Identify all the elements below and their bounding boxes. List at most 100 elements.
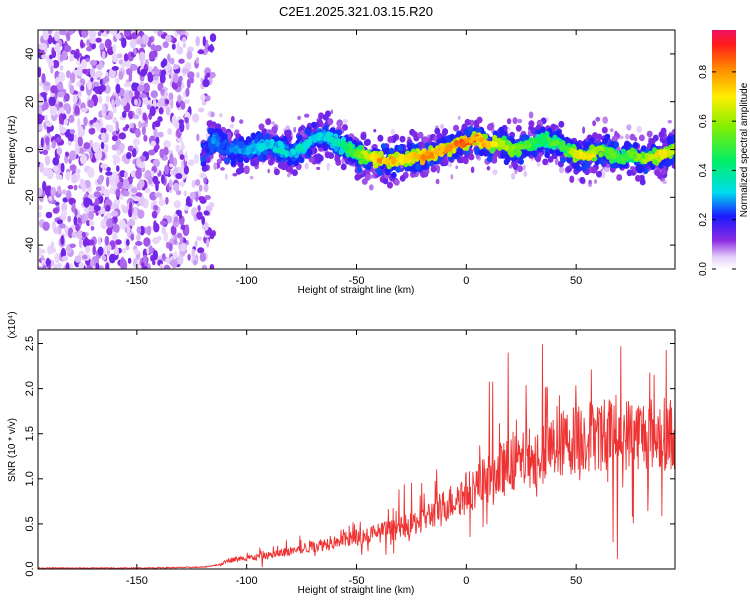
noise-speck — [44, 114, 48, 123]
noise-speck — [183, 165, 189, 175]
noise-speck — [81, 58, 87, 70]
ridge-cell — [453, 124, 459, 132]
noise-speck — [131, 148, 137, 158]
ridge-cell — [393, 179, 400, 186]
ridge-cell — [517, 165, 523, 173]
ridge-cell — [208, 147, 214, 154]
noise-speck — [159, 73, 166, 84]
ridge-cell — [415, 163, 422, 171]
ridge-cell — [237, 161, 244, 169]
noise-speck — [69, 84, 75, 95]
noise-speck — [105, 30, 110, 35]
noise-speck — [43, 81, 51, 87]
noise-speck — [98, 175, 103, 185]
ridge-cell — [468, 138, 474, 144]
noise-speck — [112, 44, 117, 53]
noise-speck — [78, 262, 85, 269]
noise-speck — [157, 116, 163, 123]
noise-speck — [52, 207, 60, 214]
noise-speck — [111, 53, 119, 63]
ridge-cell — [318, 112, 325, 120]
noise-speck — [54, 253, 60, 264]
noise-speck — [146, 245, 150, 255]
noise-speck — [98, 85, 103, 95]
noise-speck — [73, 51, 80, 59]
noise-speck — [79, 154, 88, 165]
noise-speck — [152, 158, 160, 168]
noise-speck — [126, 152, 132, 160]
ridge-cell — [395, 166, 402, 173]
noise-speck — [183, 190, 187, 197]
noise-speck — [594, 179, 597, 184]
noise-speck — [186, 50, 193, 60]
noise-speck — [135, 241, 143, 246]
ridge-cell — [286, 135, 293, 142]
noise-speck — [55, 174, 63, 180]
noise-speck — [59, 223, 66, 229]
noise-speck — [124, 171, 128, 179]
noise-speck — [512, 117, 518, 125]
ridge-cell — [228, 147, 234, 153]
noise-speck — [182, 42, 187, 49]
noise-speck — [150, 140, 157, 147]
noise-speck — [135, 264, 142, 269]
colorbar-tick-label: 0.2 — [698, 212, 709, 226]
noise-speck — [287, 173, 291, 178]
spectrogram-axes: -150 -100 -50 0 50 -40 -20 0 20 40 — [24, 30, 675, 287]
ridge-cell — [649, 137, 656, 145]
noise-speck — [101, 132, 106, 142]
ridge-cell — [354, 174, 361, 181]
noise-speck — [197, 247, 205, 254]
noise-speck — [133, 114, 140, 120]
x-tick-label: -50 — [349, 575, 365, 587]
noise-speck — [89, 150, 93, 160]
ridge-cell — [324, 151, 331, 159]
noise-speck — [440, 123, 445, 130]
noise-speck — [135, 128, 141, 138]
noise-speck — [44, 43, 48, 54]
ridge-cell — [304, 128, 310, 135]
noise-speck — [139, 93, 147, 99]
y-tick-label: 20 — [24, 96, 36, 108]
noise-speck — [101, 103, 106, 114]
ridge-cell — [204, 156, 211, 164]
ridge-cell — [391, 157, 397, 164]
noise-speck — [179, 154, 185, 161]
ridge-cell — [551, 140, 557, 146]
ridge-cell — [284, 150, 290, 156]
noise-speck — [168, 149, 174, 155]
noise-speck — [106, 176, 110, 188]
noise-speck — [67, 140, 72, 146]
noise-speck — [239, 119, 244, 124]
noise-speck — [435, 178, 440, 185]
noise-speck — [47, 30, 53, 35]
noise-speck — [200, 94, 206, 102]
ridge-cell — [587, 154, 593, 160]
noise-speck — [61, 255, 69, 261]
noise-speck — [38, 124, 43, 131]
noise-speck — [194, 240, 198, 248]
ridge-cell — [657, 172, 664, 180]
ridge-cell — [377, 169, 384, 176]
noise-speck — [38, 113, 44, 125]
noise-speck — [588, 179, 592, 185]
ridge-cell — [528, 120, 535, 128]
y-tick-label: 40 — [24, 48, 36, 60]
noise-speck — [203, 210, 209, 216]
noise-speck — [304, 162, 309, 170]
noise-speck — [128, 111, 133, 120]
noise-speck — [159, 263, 164, 269]
noise-speck — [206, 72, 211, 78]
noise-speck — [42, 31, 49, 41]
ridge-cell — [486, 156, 493, 163]
ridge-cell — [476, 116, 483, 124]
noise-speck — [450, 174, 454, 180]
noise-speck — [60, 162, 65, 173]
noise-speck — [74, 105, 80, 115]
noise-speck — [69, 150, 77, 161]
noise-speck — [82, 237, 90, 248]
noise-speck — [232, 172, 238, 177]
noise-speck — [154, 44, 162, 52]
noise-speck — [69, 129, 76, 135]
ridge-cell — [544, 151, 550, 159]
